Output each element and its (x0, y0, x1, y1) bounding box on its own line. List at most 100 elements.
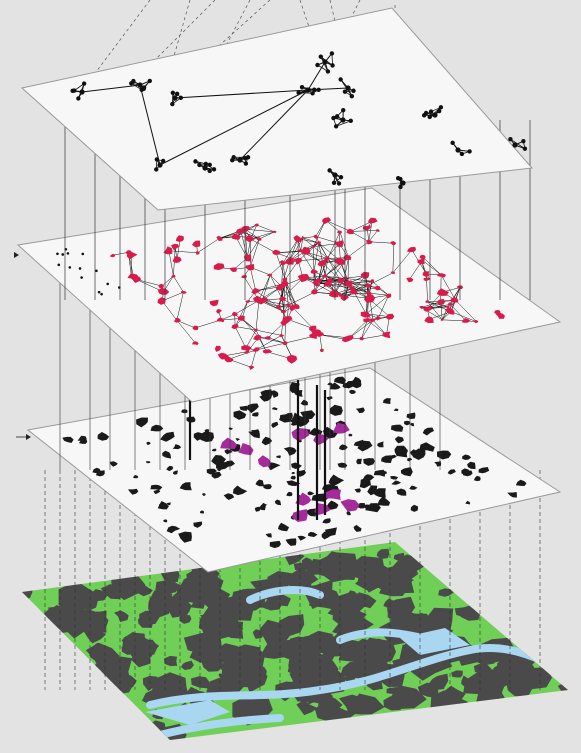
network-node (171, 274, 176, 278)
network-edge (450, 304, 466, 321)
network-node (382, 331, 391, 339)
module-hub (432, 112, 438, 118)
network-edge (176, 239, 181, 261)
habitat-patch (166, 465, 174, 472)
network-node (311, 289, 318, 295)
network-node (364, 283, 371, 289)
network-node (346, 228, 354, 235)
map-urban-patch (138, 616, 154, 628)
habitat-patch (329, 404, 343, 416)
network-edge (289, 238, 299, 262)
map-urban-patch (83, 628, 106, 644)
network-node (385, 293, 392, 299)
network-node (436, 288, 449, 296)
network-node (251, 287, 261, 295)
map-urban-patch (491, 660, 523, 686)
network-node (317, 259, 327, 267)
network-edge (361, 320, 374, 340)
habitat-patch (409, 485, 418, 490)
left-arrow-marker (26, 434, 31, 440)
network-node-small (106, 282, 110, 286)
map-urban-patch (155, 580, 182, 595)
network-node (363, 318, 372, 323)
network-edge (325, 220, 351, 232)
habitat-patch (363, 458, 375, 466)
habitat-patch (409, 449, 420, 457)
module-edge (159, 89, 309, 166)
network-node (312, 279, 320, 285)
network-node (279, 296, 287, 302)
network-node (390, 241, 396, 246)
network-node (337, 277, 346, 284)
network-edge (287, 318, 313, 329)
network-node-small (57, 263, 61, 267)
habitat-patch (278, 522, 290, 532)
habitat-patch (193, 521, 203, 528)
network-edge (353, 280, 373, 292)
habitat-patch (255, 479, 265, 487)
network-edge (367, 227, 369, 242)
network-edge (367, 320, 387, 335)
map-urban-patch (394, 570, 412, 584)
module-node (450, 140, 455, 146)
module-edge (307, 61, 326, 91)
network-node (327, 277, 335, 284)
network-edge (240, 230, 248, 258)
river (246, 586, 324, 604)
network-edge (409, 261, 422, 280)
map-urban-patch (58, 580, 104, 616)
network-node (374, 286, 381, 291)
map-urban-patch (239, 647, 261, 661)
habitat-patch (382, 398, 391, 404)
network-node-small (100, 292, 103, 296)
map-urban-patch (296, 700, 318, 716)
network-node (254, 223, 259, 227)
habitat-patch (346, 511, 351, 516)
habitat-patch (356, 458, 362, 465)
habitat-patch (507, 492, 517, 498)
network-edge (176, 320, 196, 329)
habitat-patch (394, 436, 404, 444)
network-edge (349, 320, 368, 339)
network-edge (392, 243, 395, 273)
network-edge (378, 295, 389, 319)
network-node (343, 280, 354, 287)
habitat-patch (181, 409, 188, 414)
habitat-patch (159, 503, 165, 508)
habitat-patch (396, 447, 408, 457)
network-edge (282, 238, 299, 264)
habitat-patch (145, 461, 151, 464)
network-edge (251, 349, 257, 368)
network-node (282, 316, 293, 322)
network-node (192, 341, 199, 345)
network-node (282, 277, 288, 282)
module-edge (81, 84, 141, 93)
habitat-patch (348, 433, 353, 437)
habitat-patch (437, 450, 452, 460)
network-node (245, 264, 255, 271)
habitat-patch (261, 436, 273, 446)
module-node (315, 62, 320, 68)
network-node (448, 302, 454, 306)
network-node (419, 306, 424, 309)
network-node (251, 347, 260, 352)
network-edge (440, 274, 456, 301)
habitat-patch (334, 376, 346, 385)
module-node (129, 81, 134, 86)
module-node (331, 115, 336, 121)
network-node-small (97, 290, 101, 294)
network-edge (258, 337, 285, 344)
habitat-patch (286, 480, 301, 486)
module-hub (137, 82, 143, 88)
network-edge (372, 320, 387, 335)
module-edge (174, 89, 309, 99)
habitat-patch (377, 496, 391, 506)
network-node (244, 349, 250, 354)
network-edge (353, 291, 367, 314)
network-edge (292, 307, 314, 329)
module-link (510, 138, 526, 150)
habitat-patch (178, 531, 192, 543)
habitat-patch (250, 429, 260, 435)
network-node (286, 303, 291, 307)
